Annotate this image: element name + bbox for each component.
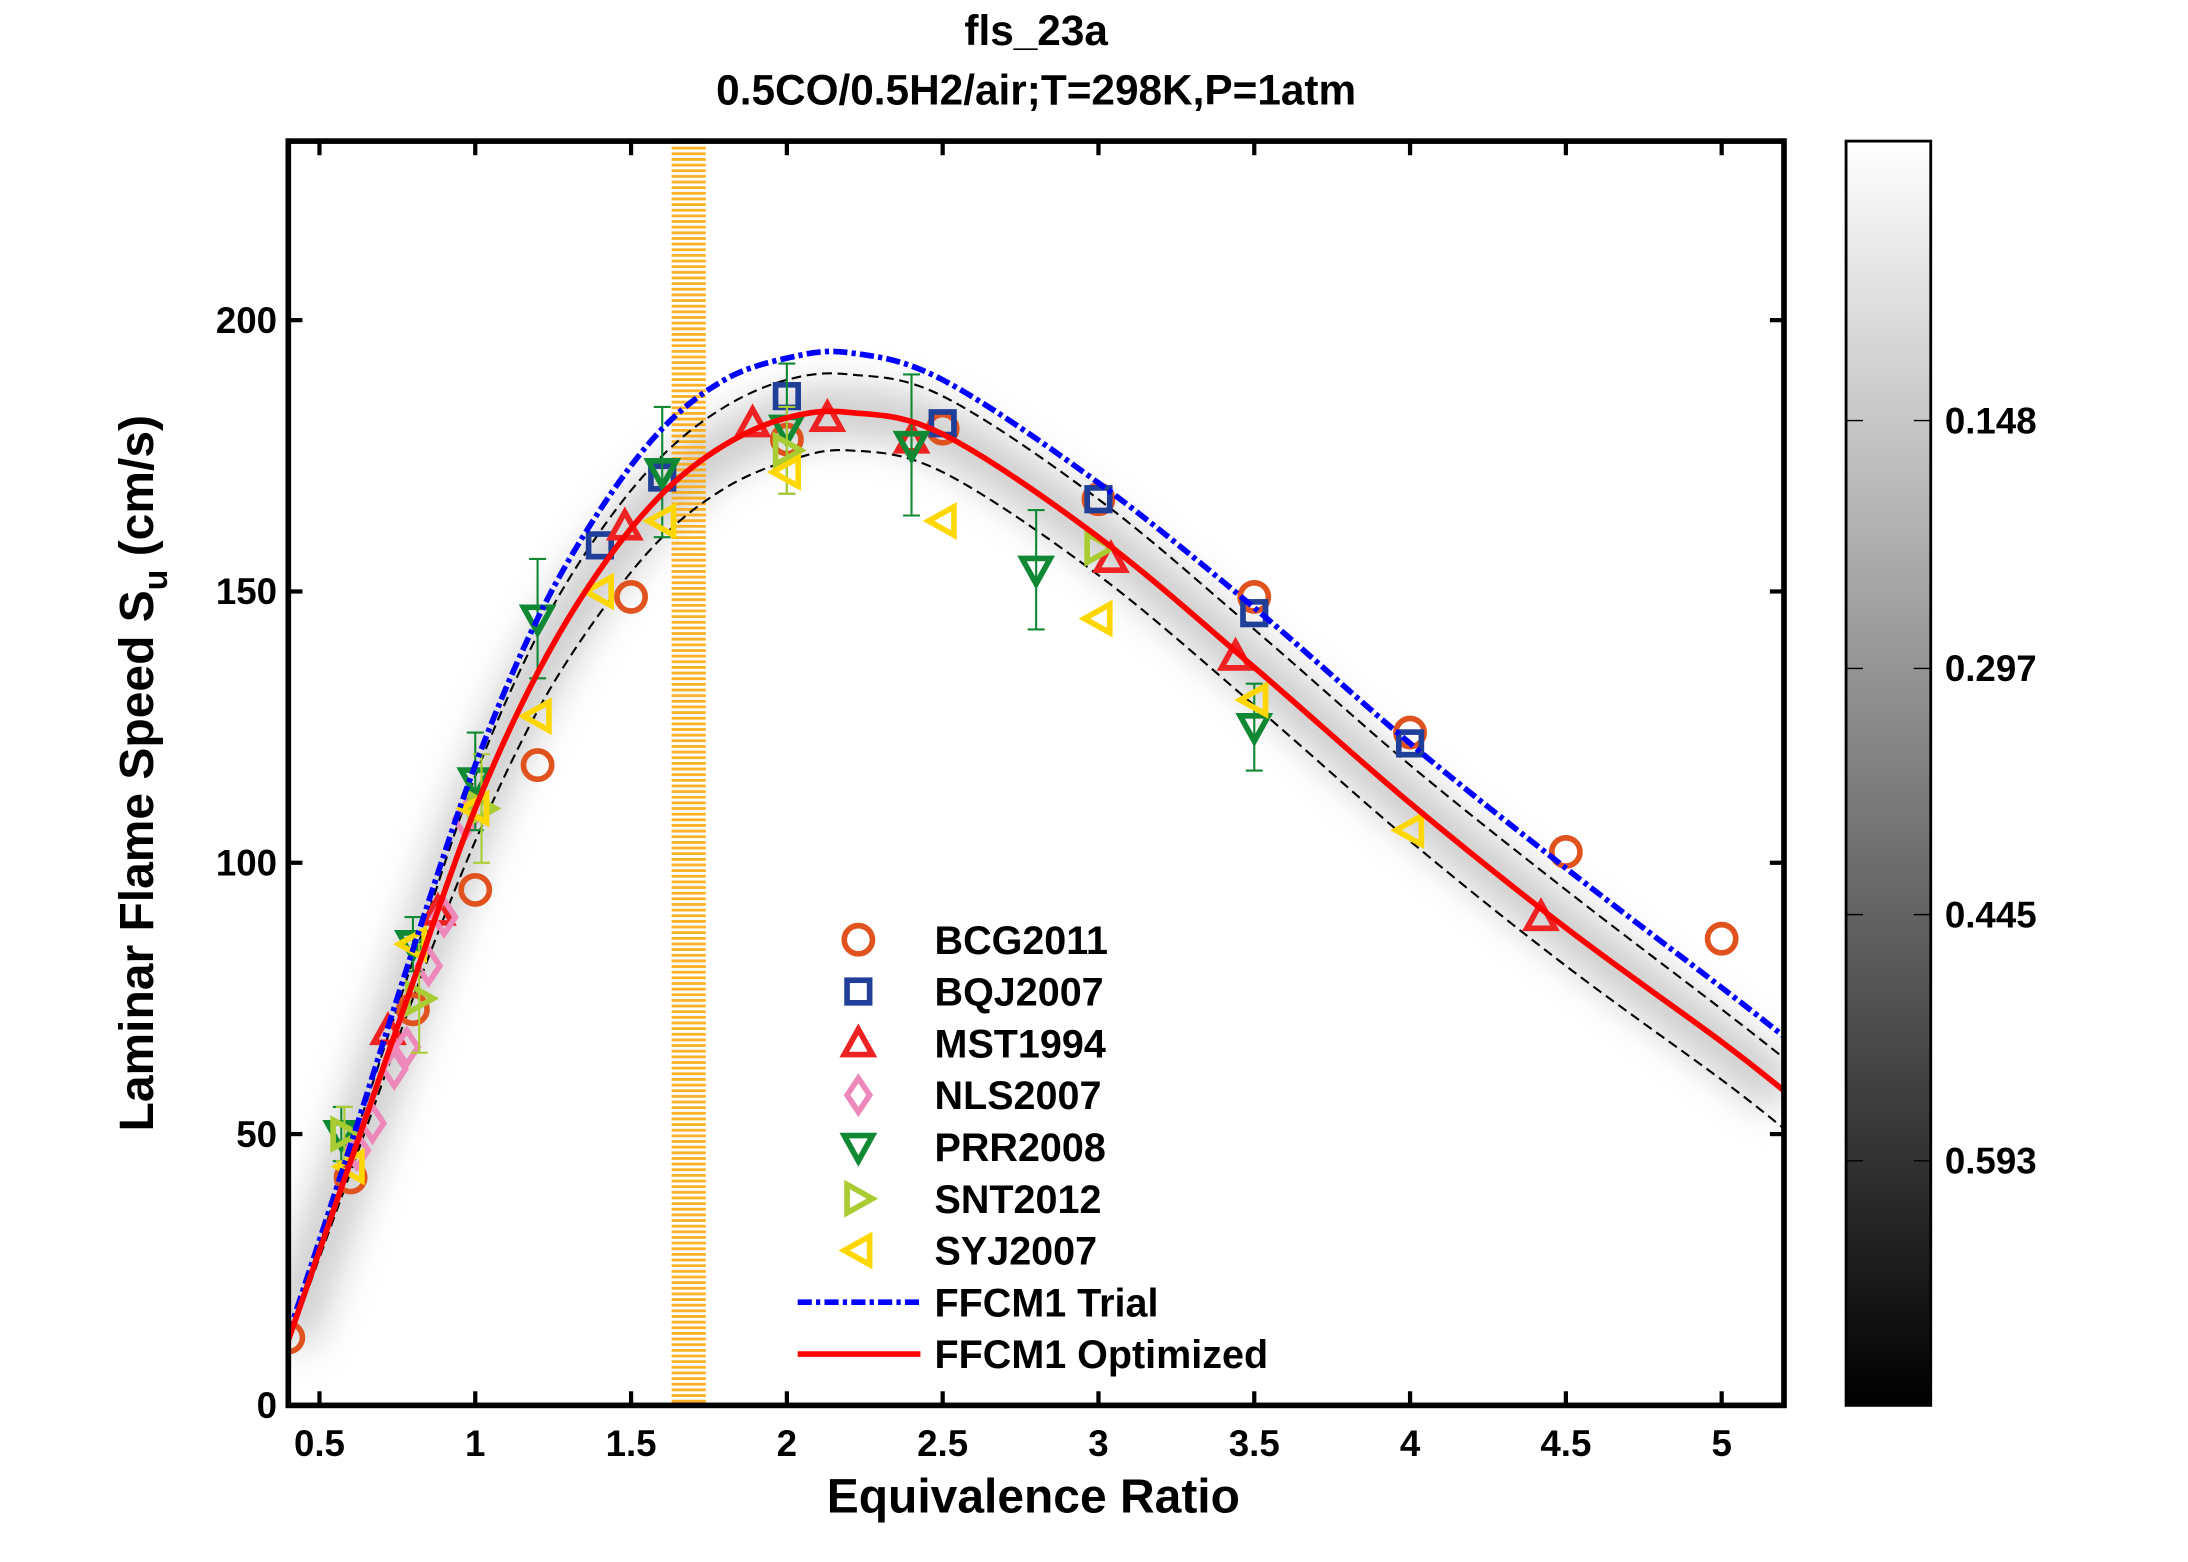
circle-marker: [458, 872, 493, 907]
triangle-left-marker: [517, 697, 552, 736]
triangle-left-marker: [1390, 811, 1425, 850]
triangle-left-marker: [766, 453, 801, 491]
triangle-down-marker: [839, 1132, 878, 1167]
triangle-right-marker: [772, 431, 807, 470]
triangle-down-marker: [1017, 555, 1056, 590]
triangle-up-marker: [1092, 538, 1130, 574]
legend-label: SNT2012: [935, 1178, 1102, 1222]
square-marker: [585, 531, 615, 560]
colorbar-tick-label: 0.593: [1945, 1141, 2037, 1182]
triangle-left-marker: [1078, 599, 1113, 638]
triangle-down-marker: [643, 457, 682, 493]
x-axis-label: Equivalence Ratio: [827, 1471, 1240, 1524]
colorbar-tick-label: 0.148: [1945, 400, 2037, 441]
triangle-up-marker: [839, 1023, 878, 1058]
x-tick-label: 1: [465, 1423, 485, 1464]
triangle-down-marker: [518, 604, 557, 639]
curve-ffcm1-trial: [288, 348, 1784, 1336]
triangle-left-marker: [838, 1231, 873, 1270]
circle-marker: [288, 1320, 306, 1355]
legend-label: BQJ2007: [935, 971, 1104, 1015]
x-tick-label: 4.5: [1540, 1423, 1591, 1464]
chart-subtitle: 0.5CO/0.5H2/air;T=298K,P=1atm: [716, 66, 1356, 113]
x-tick-label: 4: [1400, 1423, 1421, 1464]
triangle-left-marker: [1234, 681, 1269, 719]
highlight-band: [671, 141, 706, 1406]
triangle-right-marker: [467, 789, 502, 828]
y-tick-label: 150: [216, 571, 277, 612]
circle-marker: [614, 579, 648, 614]
triangle-right-marker: [330, 1115, 365, 1153]
y-tick-label: 200: [216, 300, 277, 341]
x-tick-label: 2: [777, 1423, 797, 1464]
chart-title: fls_23a: [964, 7, 1108, 54]
x-tick-label: 0.5: [294, 1423, 345, 1464]
legend-label: FFCM1 Trial: [935, 1281, 1159, 1325]
circle-marker: [841, 922, 876, 957]
circle-marker: [1704, 921, 1739, 956]
y-axis-label: Laminar Flame Speed Su (cm/s): [111, 415, 175, 1131]
legend-label: FFCM1 Optimized: [935, 1333, 1269, 1377]
legend-label: MST1994: [935, 1022, 1106, 1066]
circle-marker: [396, 992, 430, 1027]
plot-frame: [285, 138, 1787, 1409]
lower-bound-line: [288, 449, 1784, 1344]
y-tick-label: 100: [216, 842, 277, 883]
y-tick-label: 50: [236, 1114, 277, 1155]
colorbar-tick-label: 0.445: [1945, 894, 2037, 935]
x-tick-label: 2.5: [917, 1423, 968, 1464]
legend-label: BCG2011: [935, 919, 1108, 963]
triangle-up-marker: [733, 403, 772, 438]
diamond-marker: [392, 1025, 422, 1070]
square-marker: [1395, 729, 1425, 758]
colorbar: [1844, 139, 1933, 1407]
colorbar-tick-label: 0.297: [1945, 648, 2037, 689]
legend: BCG2011 BQJ2007 MST1994 NLS2007 PRR2008 SNT20…: [797, 919, 1269, 1377]
series-SYJ2007: [330, 453, 1425, 1186]
x-tick-label: 5: [1711, 1423, 1731, 1464]
legend-label: SYJ2007: [935, 1230, 1098, 1274]
x-tick-label: 3: [1088, 1423, 1108, 1464]
triangle-up-marker: [808, 397, 847, 432]
triangle-left-marker: [642, 502, 677, 540]
triangle-left-marker: [922, 502, 957, 540]
square-marker: [1240, 599, 1269, 628]
diamond-marker: [843, 1073, 874, 1118]
square-marker: [1084, 485, 1113, 514]
triangle-right-marker: [844, 1179, 879, 1218]
x-tick-label: 3.5: [1229, 1423, 1280, 1464]
legend-label: NLS2007: [935, 1074, 1102, 1118]
triangle-left-marker: [579, 572, 615, 611]
legend-label: PRR2008: [935, 1126, 1106, 1170]
circle-marker: [520, 748, 555, 783]
x-tick-label: 1.5: [606, 1423, 657, 1464]
triangle-down-marker: [1235, 713, 1274, 748]
curve-ffcm1-optimized: [288, 408, 1784, 1342]
square-marker: [844, 977, 873, 1006]
y-tick-label: 0: [257, 1385, 277, 1426]
triangle-down-marker: [892, 430, 931, 465]
